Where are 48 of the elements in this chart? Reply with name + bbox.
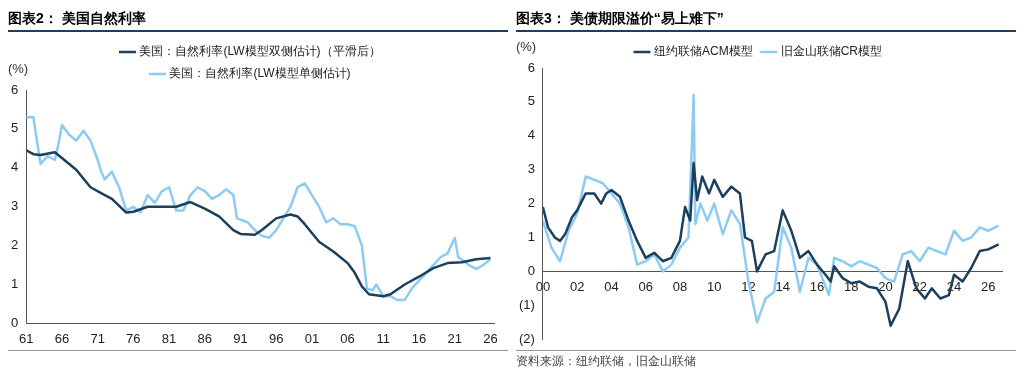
y-tick-label: 5 [527,93,535,109]
text: 资料来源：纽约联储，旧金山联储 [516,354,696,368]
x-tick-label: 71 [90,330,105,346]
x-tick-label: 11 [376,330,391,346]
x-tick-label: 06 [638,278,653,294]
y-tick-label: (2) [519,330,535,346]
x-tick-label: 86 [197,330,212,346]
x-tick-label: 02 [569,278,585,294]
chart-title: 图表3： 美债期限溢价“易上难下” [516,8,1016,32]
y-axis-title: (%) [515,39,537,55]
y-tick-label: 2 [527,195,535,211]
x-tick-label: 10 [706,278,722,294]
y-tick-label: 0 [527,262,535,278]
y-tick-label: 3 [527,161,535,177]
x-tick-label: 66 [54,330,70,346]
x-tick-label: 14 [775,278,790,294]
y-tick-label: 1 [11,276,19,292]
legend-label: 纽约联储ACM模型 [654,44,753,59]
x-tick-label: 21 [447,330,462,346]
y-tick-label: (1) [519,296,535,312]
y-tick-label: 3 [11,198,19,214]
x-tick-label: 81 [161,330,177,346]
x-tick-label: 08 [672,278,688,294]
legend-label: 美国：自然利率(LW模型单侧估计) [169,66,351,81]
x-tick-label: 06 [340,330,355,346]
x-tick-label: 26 [483,330,498,346]
legend-label: 旧金山联储CR模型 [780,44,883,59]
y-axis-title: (%) [7,61,29,77]
y-tick-label: 5 [11,120,19,136]
x-tick-label: 20 [878,278,893,294]
y-tick-label: 4 [11,159,19,175]
y-tick-label: 2 [11,237,19,253]
legend-label: 美国：自然利率(LW模型双侧估计)（平滑后） [139,44,381,59]
x-tick-label: 76 [126,330,141,346]
x-tick-label: 96 [268,330,284,346]
x-tick-label: 61 [19,330,34,346]
y-tick-label: 0 [11,314,19,330]
x-tick-label: 16 [411,330,427,346]
x-tick-label: 26 [981,278,996,294]
x-tick-label: 01 [304,330,320,346]
y-tick-label: 4 [527,127,535,143]
y-tick-label: 6 [527,59,535,75]
x-tick-label: 16 [809,278,825,294]
y-tick-label: 6 [11,81,19,97]
x-tick-label: 91 [233,330,248,346]
chart-title: 图表2： 美国自然利率 [8,8,508,32]
y-tick-label: 1 [527,229,535,245]
x-tick-label: 04 [604,278,619,294]
